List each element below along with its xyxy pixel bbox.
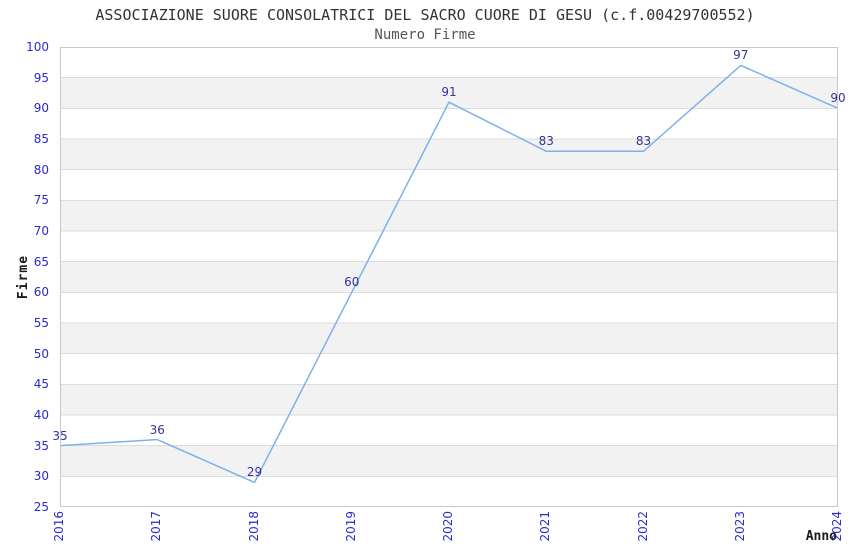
- y-tick-label: 45: [33, 377, 49, 392]
- data-label: 35: [52, 428, 68, 443]
- data-label: 91: [441, 85, 457, 100]
- plot-band: [60, 261, 838, 293]
- x-tick-label: 2023: [732, 511, 747, 542]
- plot-band: [60, 384, 838, 415]
- data-line: [60, 64, 838, 484]
- plot-border: [60, 47, 838, 507]
- plot-band: [60, 323, 838, 354]
- x-axis-tick-labels: 2016 2017 2018 2019 2020 2021 2022 2023 2024: [52, 509, 844, 550]
- y-tick-label: 60: [33, 285, 49, 300]
- x-tick-label: 2016: [52, 511, 66, 542]
- data-label: 83: [635, 134, 652, 149]
- data-label: 97: [733, 48, 749, 63]
- y-tick-label: 50: [33, 346, 49, 361]
- plot-band: [60, 139, 838, 170]
- plot-band: [60, 200, 838, 231]
- data-label: 60: [344, 275, 360, 290]
- y-tick-label: 95: [33, 70, 49, 85]
- x-tick-label: 2019: [343, 511, 358, 542]
- y-tick-label: 30: [33, 469, 49, 484]
- data-label: 29: [246, 465, 263, 480]
- x-tick-label: 2020: [441, 511, 455, 542]
- y-tick-label: 25: [33, 500, 49, 514]
- y-tick-label: 65: [33, 254, 49, 269]
- chart-title: ASSOCIAZIONE SUORE CONSOLATRICI DEL SACR…: [95, 6, 755, 24]
- y-axis-tick-labels: 100 95 90 85 80 75 70 65 60 55 50 45 40 35 30 25: [0, 40, 49, 514]
- x-tick-label: 2022: [635, 511, 650, 542]
- x-tick-label: 2021: [538, 511, 553, 542]
- data-label: 36: [149, 422, 165, 437]
- y-tick-label: 75: [33, 193, 49, 208]
- chart-subtitle: Numero Firme: [374, 27, 476, 43]
- x-tick-label: 2018: [246, 511, 261, 542]
- y-tick-label: 35: [33, 438, 49, 453]
- y-tick-label: 100: [26, 40, 49, 54]
- y-tick-label: 85: [33, 132, 49, 146]
- x-axis-title: Anno: [805, 529, 837, 544]
- y-tick-label: 55: [33, 316, 49, 330]
- line-chart-canvas: [60, 47, 838, 507]
- x-tick-label: 2017: [149, 511, 164, 542]
- y-tick-label: 40: [33, 408, 49, 422]
- data-label: 83: [538, 134, 554, 149]
- data-label: 90: [830, 91, 846, 106]
- y-tick-label: 80: [33, 162, 49, 177]
- plot-band: [60, 445, 838, 477]
- y-tick-label: 70: [33, 224, 49, 238]
- y-tick-label: 90: [33, 101, 49, 116]
- plot-area: 35 36 29 60 91 83 83 97 90: [52, 47, 846, 507]
